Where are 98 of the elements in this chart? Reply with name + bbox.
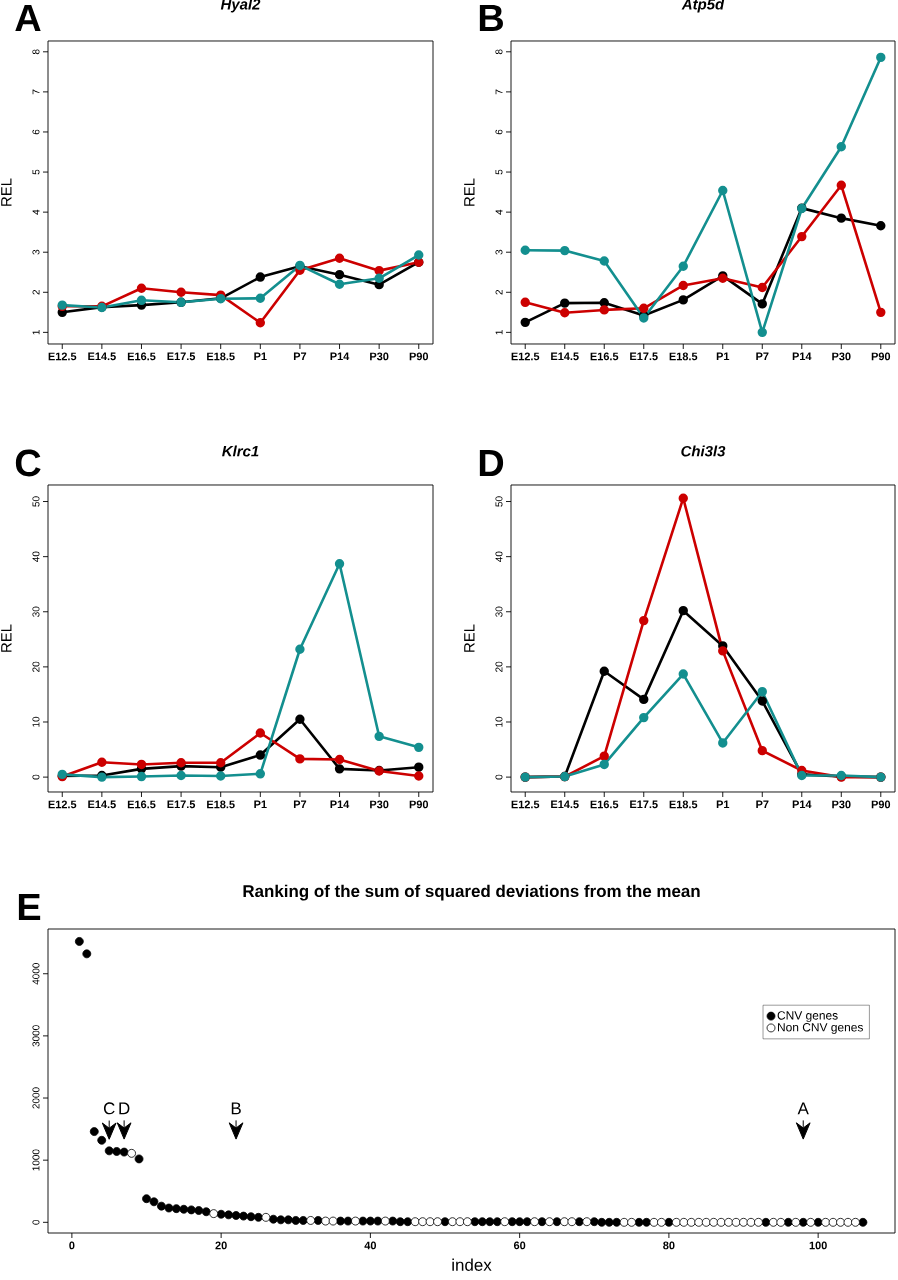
legend-label: CNV genes xyxy=(777,1011,838,1023)
y-tick-label: 20 xyxy=(32,661,40,672)
y-tick-label: 5 xyxy=(495,169,503,175)
x-tick-label: P90 xyxy=(409,352,429,361)
y-tick-label: 5 xyxy=(32,169,40,175)
y-tick-label: 3 xyxy=(495,249,503,255)
annotation: B xyxy=(231,1102,241,1115)
x-tick-label: E14.5 xyxy=(88,800,116,809)
chart-title: Chi3l3 xyxy=(681,445,726,457)
x-axis-title: index xyxy=(452,1258,492,1271)
x-tick-label: P14 xyxy=(330,800,350,809)
y-tick-label: 1 xyxy=(495,330,503,335)
y-tick-label: 2 xyxy=(32,290,40,295)
y-tick-label: 40 xyxy=(495,551,503,562)
y-tick-label: 4 xyxy=(495,209,503,215)
y-tick-label: 2000 xyxy=(32,1087,40,1109)
x-tick-label: E16.5 xyxy=(127,352,156,361)
x-tick-label: E18.5 xyxy=(669,352,698,361)
y-tick-label: 6 xyxy=(495,129,503,135)
x-tick-label: P90 xyxy=(871,352,891,361)
y-tick-label: 0 xyxy=(495,774,503,780)
text: C xyxy=(15,449,41,477)
y-tick-label: 30 xyxy=(495,606,503,617)
y-tick-label: 8 xyxy=(495,49,503,55)
y-tick-label: 6 xyxy=(32,129,40,135)
annotation: C xyxy=(103,1102,115,1115)
x-tick-label: P30 xyxy=(832,800,851,809)
x-tick-label: P7 xyxy=(293,800,307,809)
x-tick-label: P14 xyxy=(330,352,350,361)
y-axis-title: REL xyxy=(1,178,12,206)
y-tick-label: 0 xyxy=(32,774,40,780)
x-tick-label: E16.5 xyxy=(590,800,619,809)
y-axis-title: REL xyxy=(464,624,475,652)
x-tick-label: P1 xyxy=(716,352,730,361)
x-tick-label: 60 xyxy=(513,1241,526,1250)
y-tick-label: 4 xyxy=(32,209,40,215)
x-tick-label: E14.5 xyxy=(551,352,579,361)
y-tick-label: 8 xyxy=(32,49,40,55)
y-tick-label: 20 xyxy=(495,661,503,672)
x-tick-label: P14 xyxy=(792,352,812,361)
x-tick-label: E17.5 xyxy=(167,352,196,361)
y-axis-title: REL xyxy=(464,178,475,206)
x-tick-label: E16.5 xyxy=(590,352,619,361)
chart-title: Ranking of the sum of squared deviations from the mean xyxy=(243,884,700,901)
x-tick-label: P1 xyxy=(716,800,730,809)
x-tick-label: E12.5 xyxy=(511,800,540,809)
annotation: A xyxy=(797,1102,809,1115)
y-tick-label: 4000 xyxy=(32,963,40,985)
text: B xyxy=(479,4,503,32)
x-tick-label: E17.5 xyxy=(630,800,658,809)
y-axis-title: REL xyxy=(1,624,12,652)
x-tick-label: P30 xyxy=(370,352,389,361)
y-tick-label: 10 xyxy=(495,716,503,727)
x-tick-label: E18.5 xyxy=(207,800,235,809)
y-tick-label: 30 xyxy=(32,606,40,617)
x-tick-label: P30 xyxy=(370,800,389,809)
x-tick-label: E12.5 xyxy=(511,352,540,361)
y-tick-label: 0 xyxy=(32,1219,40,1225)
y-tick-label: 40 xyxy=(32,551,40,562)
chart-title: Klrc1 xyxy=(222,445,259,457)
y-tick-label: 10 xyxy=(32,716,40,727)
y-tick-label: 50 xyxy=(495,496,503,507)
x-tick-label: E18.5 xyxy=(669,800,698,809)
x-tick-label: 100 xyxy=(809,1241,827,1250)
x-tick-label: P14 xyxy=(792,800,812,809)
y-tick-label: 3000 xyxy=(32,1025,40,1047)
y-tick-label: 7 xyxy=(495,89,503,95)
x-tick-label: E14.5 xyxy=(551,800,579,809)
x-tick-label: P90 xyxy=(409,800,429,809)
y-tick-label: 3 xyxy=(32,249,40,255)
x-tick-label: 80 xyxy=(663,1241,675,1250)
annotation: D xyxy=(119,1102,130,1115)
y-tick-label: 2 xyxy=(495,290,503,295)
y-tick-label: 1000 xyxy=(32,1149,40,1171)
x-tick-label: 20 xyxy=(215,1241,227,1250)
x-tick-label: E17.5 xyxy=(630,352,658,361)
y-tick-label: 7 xyxy=(32,89,40,95)
y-tick-label: 50 xyxy=(32,496,40,507)
x-tick-label: E12.5 xyxy=(48,800,77,809)
x-tick-label: P1 xyxy=(254,800,267,809)
x-tick-label: E12.5 xyxy=(48,352,77,361)
x-tick-label: P7 xyxy=(756,352,769,361)
y-tick-label: 1 xyxy=(32,330,40,335)
text: A xyxy=(15,4,41,32)
x-tick-label: E14.5 xyxy=(88,352,116,361)
x-tick-label: E18.5 xyxy=(207,352,235,361)
x-tick-label: P90 xyxy=(871,800,891,809)
x-tick-label: E17.5 xyxy=(167,800,196,809)
x-tick-label: E16.5 xyxy=(127,800,156,809)
legend-label: Non CNV genes xyxy=(778,1023,863,1034)
x-tick-label: P7 xyxy=(756,800,769,809)
x-tick-label: 40 xyxy=(364,1241,377,1250)
text: E xyxy=(18,893,41,921)
x-tick-label: P7 xyxy=(293,352,307,361)
x-tick-label: P30 xyxy=(832,352,851,361)
x-tick-label: P1 xyxy=(254,352,267,361)
x-tick-label: 0 xyxy=(69,1241,75,1250)
text: D xyxy=(479,449,504,477)
